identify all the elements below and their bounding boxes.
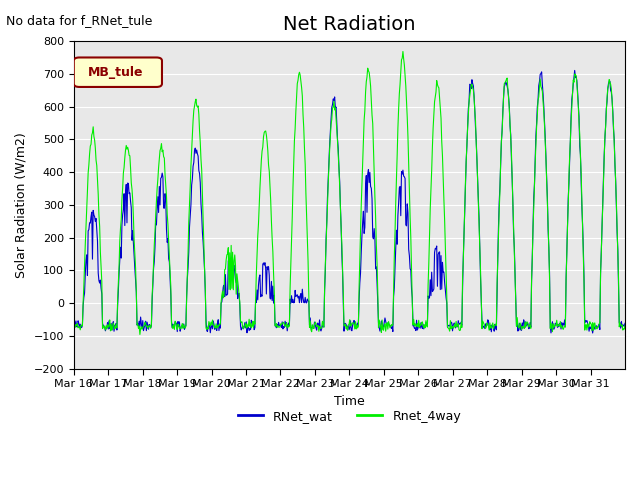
RNet_wat <box>437 253 445 259</box>
Title: Net Radiation: Net Radiation <box>283 15 415 34</box>
Rnet_4way <box>621 323 629 328</box>
RNet_wat <box>263 264 271 270</box>
Line: Rnet_4way: Rnet_4way <box>74 51 625 335</box>
Rnet_4way <box>70 321 77 326</box>
Rnet_4way <box>399 48 407 54</box>
Rnet_4way <box>136 332 144 337</box>
RNet_wat <box>571 68 579 73</box>
X-axis label: Time: Time <box>334 395 365 408</box>
RNet_wat <box>621 321 629 326</box>
RNet_wat <box>70 322 77 327</box>
FancyBboxPatch shape <box>74 58 162 87</box>
Rnet_4way <box>237 318 244 324</box>
Rnet_4way <box>264 148 271 154</box>
Line: RNet_wat: RNet_wat <box>74 71 625 333</box>
Rnet_4way <box>134 325 142 331</box>
RNet_wat <box>284 322 292 328</box>
RNet_wat <box>236 303 244 309</box>
Rnet_4way <box>408 268 415 274</box>
Y-axis label: Solar Radiation (W/m2): Solar Radiation (W/m2) <box>15 132 28 278</box>
RNet_wat <box>589 330 596 336</box>
Text: MB_tule: MB_tule <box>88 66 143 79</box>
Rnet_4way <box>285 324 292 330</box>
Legend: RNet_wat, Rnet_4way: RNet_wat, Rnet_4way <box>232 405 466 428</box>
Rnet_4way <box>438 153 446 158</box>
RNet_wat <box>134 323 142 329</box>
Text: No data for f_RNet_tule: No data for f_RNet_tule <box>6 14 153 27</box>
RNet_wat <box>406 265 414 271</box>
